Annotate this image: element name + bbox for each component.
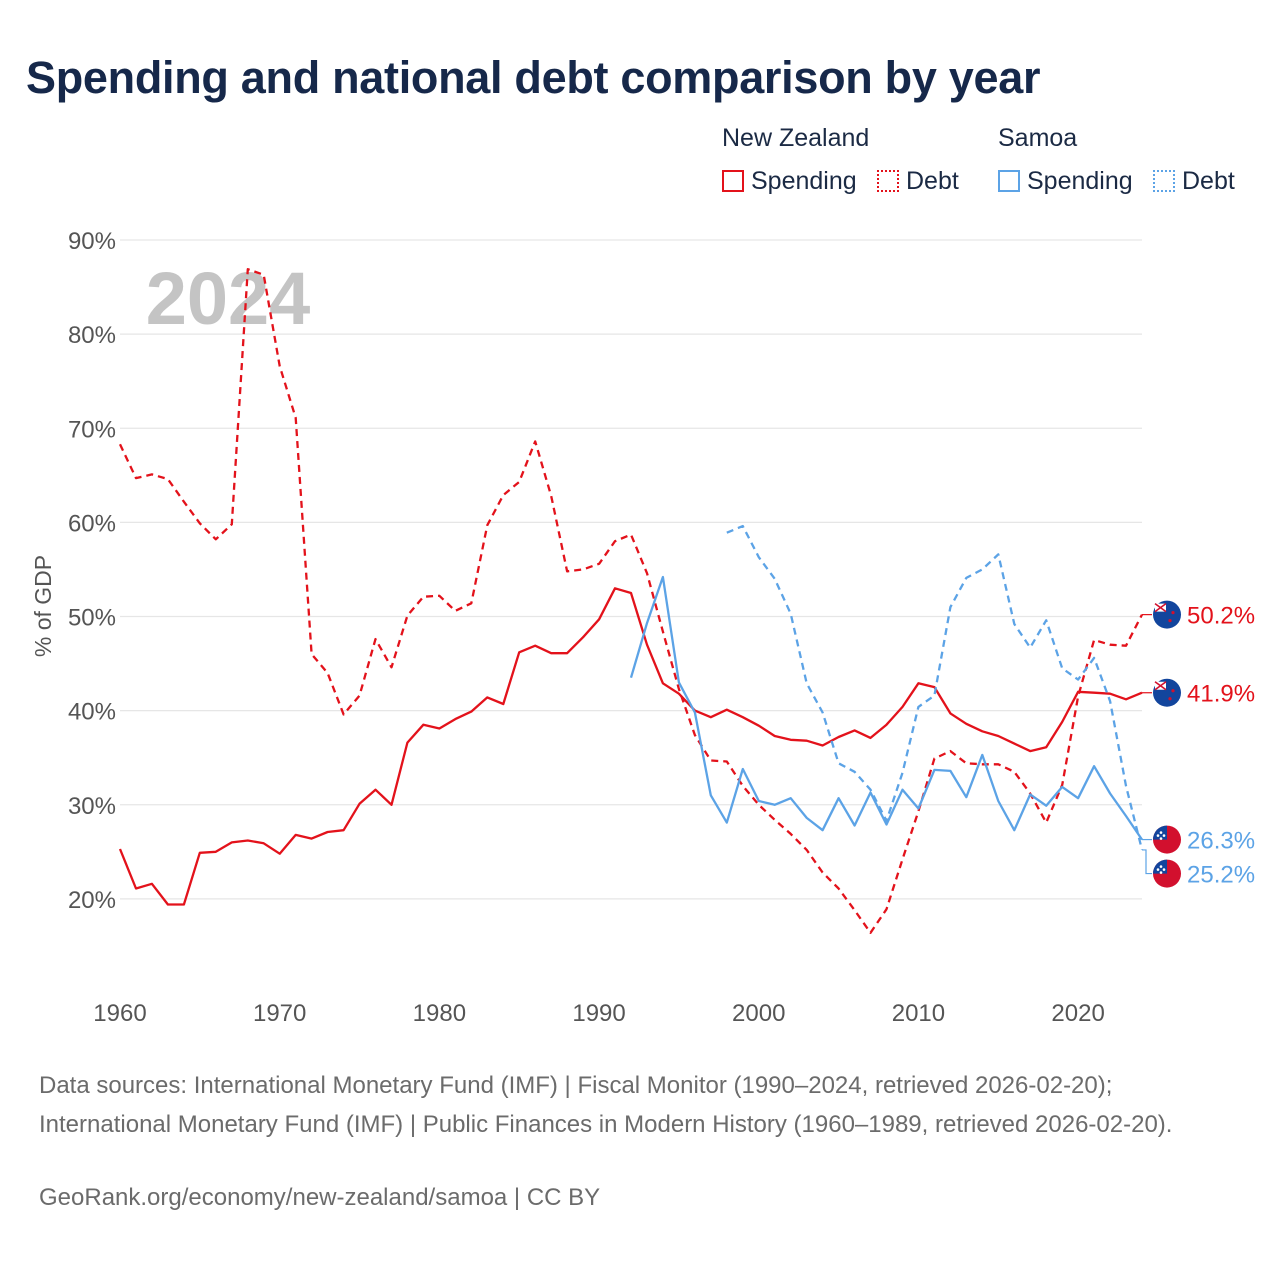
end-value-label: 50.2% <box>1187 603 1255 630</box>
legend-swatch-samoa-debt <box>1153 170 1175 192</box>
y-tick-label: 70% <box>68 416 116 443</box>
legend-swatch-samoa-spending <box>998 170 1020 192</box>
y-tick-label: 90% <box>68 228 116 255</box>
legend-swatch-nz-spending <box>722 170 744 192</box>
legend-group-new-zealand: New Zealand <box>722 124 870 152</box>
legend-item-nz-debt[interactable]: Debt <box>877 166 959 196</box>
x-tick-label: 2020 <box>1051 1000 1104 1027</box>
end-value-label: 41.9% <box>1187 681 1255 708</box>
legend-label-samoa-debt: Debt <box>1182 166 1235 195</box>
legend-group-samoa: Samoa <box>998 124 1078 152</box>
x-tick-label: 1960 <box>93 1000 146 1027</box>
new-zealand-flag-icon <box>1153 678 1181 707</box>
x-tick-label: 2000 <box>732 1000 785 1027</box>
x-tick-label: 1970 <box>253 1000 306 1027</box>
y-tick-label: 50% <box>68 605 116 632</box>
line-chart: 2024 50.2% 41.9% 26.3% 25.2% 20% 30% 40% 50% 60… <box>30 228 1255 1027</box>
legend-swatch-nz-debt <box>877 170 899 192</box>
series-line-new-zealand-spending <box>118 587 1143 906</box>
chart-title: Spending and national debt comparison by… <box>26 52 1041 103</box>
y-tick-label: 20% <box>68 887 116 914</box>
end-value-label: 26.3% <box>1187 828 1255 855</box>
y-tick-label: 30% <box>68 793 116 820</box>
x-tick-label: 1990 <box>572 1000 625 1027</box>
end-connector <box>1142 849 1152 875</box>
new-zealand-flag-icon <box>1153 600 1181 629</box>
legend-item-samoa-spending[interactable]: Spending <box>998 166 1133 196</box>
source-credit-link[interactable]: GeoRank.org/economy/new-zealand/samoa | … <box>39 1184 601 1211</box>
data-sources: Data sources: International Monetary Fun… <box>39 1072 1173 1138</box>
year-watermark: 2024 <box>146 257 311 340</box>
y-axis-label: % of GDP <box>30 555 56 657</box>
legend-item-nz-spending[interactable]: Spending <box>722 166 857 196</box>
x-tick-label: 1980 <box>413 1000 466 1027</box>
y-tick-label: 80% <box>68 322 116 349</box>
samoa-flag-icon <box>1153 859 1181 888</box>
legend-label-nz-spending: Spending <box>751 166 857 195</box>
y-tick-label: 60% <box>68 510 116 537</box>
legend-label-nz-debt: Debt <box>906 166 959 195</box>
x-tick-label: 2010 <box>892 1000 945 1027</box>
series-line-new-zealand-debt <box>118 268 1144 934</box>
end-value-label: 25.2% <box>1187 862 1255 889</box>
legend-item-samoa-debt[interactable]: Debt <box>1153 166 1235 196</box>
legend-label-samoa-spending: Spending <box>1027 166 1133 195</box>
series-line-samoa-spending <box>629 575 1143 841</box>
samoa-flag-icon <box>1153 825 1181 854</box>
y-tick-label: 40% <box>68 699 116 726</box>
